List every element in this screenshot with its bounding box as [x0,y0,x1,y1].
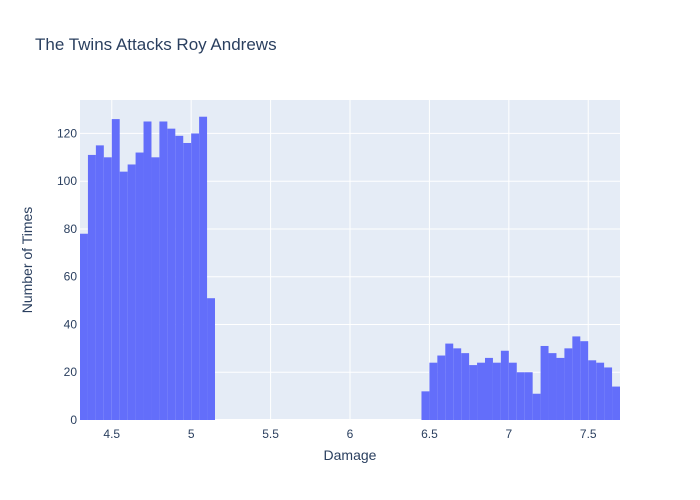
histogram-bar [492,362,501,420]
y-axis-title: Number of Times [19,207,35,314]
histogram-bar [151,157,160,421]
y-tick-label: 20 [64,365,78,379]
histogram-bar [191,133,200,420]
histogram-bar [80,233,88,420]
histogram-bar [532,393,541,420]
histogram-bar [508,362,517,420]
histogram-bar [604,367,613,420]
histogram-bar [167,128,176,420]
histogram-bars [80,116,620,421]
histogram-bar [87,154,96,421]
histogram-bar [596,362,605,420]
y-tick-label: 80 [64,222,78,236]
histogram-bar [199,116,208,420]
histogram-bar [421,391,430,420]
x-tick-label: 4.5 [103,427,120,441]
histogram-bar [183,142,192,420]
chart-title: The Twins Attacks Roy Andrews [35,35,277,54]
histogram-bar [207,298,215,420]
histogram-bar [580,341,589,420]
histogram-bar [564,348,573,420]
histogram-bar [461,353,470,420]
histogram-bar [612,386,620,420]
histogram-bar [95,145,104,420]
histogram-bar [500,350,509,420]
histogram-bar [469,365,478,420]
histogram-bar [477,362,485,420]
histogram-bar [572,336,581,420]
y-tick-label: 120 [57,126,77,140]
y-tick-label: 40 [64,317,78,331]
histogram-bar [103,157,112,421]
x-tick-label: 5.5 [262,427,279,441]
histogram-bar [540,345,549,420]
histogram-bar [111,119,120,420]
x-tick-label: 5 [188,427,195,441]
histogram-bar [429,362,438,420]
histogram-bar [437,355,446,420]
histogram-bar [588,360,597,420]
histogram-bar [516,372,525,420]
histogram-bar [135,152,144,421]
x-tick-label: 7 [505,427,512,441]
histogram-bar [556,357,565,420]
x-tick-label: 6 [347,427,354,441]
y-axis-ticks: 0 20 40 60 80 100 120 [57,126,77,427]
histogram-bar [159,121,168,420]
histogram-bar [127,164,136,420]
x-axis-title: Damage [324,447,377,463]
histogram-bar [143,121,152,420]
x-tick-label: 7.5 [580,427,597,441]
histogram-bar [548,353,557,420]
histogram-bar [119,171,128,420]
x-tick-label: 6.5 [421,427,438,441]
histogram-bar [453,348,462,420]
histogram-bar [445,343,454,420]
histogram-bar [175,135,184,420]
x-axis-ticks: 4.5 5 5.5 6 6.5 7 7.5 [103,427,596,441]
y-tick-label: 60 [64,270,78,284]
histogram-bar [485,357,493,420]
histogram-bar [524,372,533,420]
y-tick-label: 100 [57,174,77,188]
y-tick-label: 0 [70,413,77,427]
